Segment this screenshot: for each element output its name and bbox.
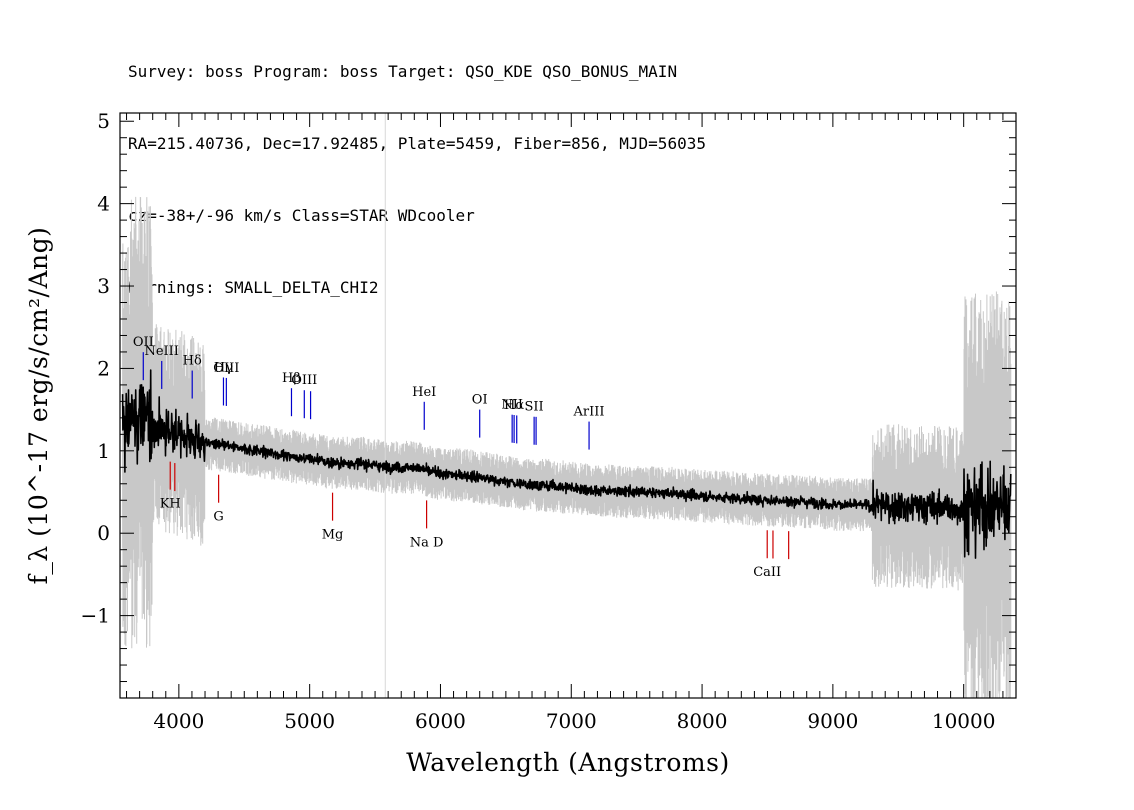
absorption-line-label: Na D [410, 535, 444, 550]
absorption-line-label: KH [160, 497, 181, 512]
y-tick-label: 0 [97, 521, 110, 545]
emission-line-label: OIII [213, 361, 239, 376]
emission-line-label: SII [525, 400, 544, 415]
x-tick-label: 5000 [284, 709, 335, 733]
emission-line-label: NeIII [144, 344, 178, 359]
x-tick-label: 8000 [677, 709, 728, 733]
y-tick-label: 1 [97, 439, 110, 463]
x-tick-label: 4000 [153, 709, 204, 733]
spectrum-line [121, 369, 1012, 559]
emission-line-label: HeI [412, 385, 436, 400]
plot-frame [119, 112, 1017, 699]
x-tick-label: 9000 [807, 709, 858, 733]
y-tick-label: 2 [97, 356, 110, 380]
emission-line-label: NII [501, 398, 523, 413]
emission-line-label: OII [133, 335, 154, 350]
y-tick-label: −1 [81, 604, 110, 628]
header-classification-line: cz=-38+/-96 km/s Class=STAR WDcooler [128, 206, 475, 225]
emission-line-label: Hβ [282, 371, 301, 386]
emission-line-label: OI [472, 393, 488, 408]
y-axis-title: f_λ (10^-17 erg/s/cm²/Ang) [24, 227, 53, 585]
emission-line-label: OIII [291, 373, 317, 388]
x-tick-label: 7000 [546, 709, 597, 733]
emission-line-label: Hδ [183, 354, 202, 369]
absorption-line-label: Mg [322, 528, 344, 543]
absorption-line-label: G [213, 510, 223, 525]
noise-band-layer [122, 113, 1012, 698]
header-survey-line: Survey: boss Program: boss Target: QSO_K… [128, 62, 678, 81]
spectrum-header: Survey: boss Program: boss Target: QSO_K… [128, 12, 706, 324]
emission-line-label: Hγ [214, 360, 233, 375]
axis-ticks-layer: 4000 5000 6000 7000 8000 9000 10000 −1 0 1 2 3 4 5 [81, 109, 1017, 733]
x-tick-label: 10000 [932, 709, 996, 733]
header-coordinates-line: RA=215.40736, Dec=17.92485, Plate=5459, … [128, 134, 706, 153]
emission-line-label: ArIII [573, 405, 605, 420]
x-axis-title: Wavelength (Angstroms) [406, 748, 729, 777]
y-tick-label: 5 [97, 109, 110, 133]
y-tick-label: 4 [97, 192, 110, 216]
y-tick-label: 3 [97, 274, 110, 298]
spectrum-layer [121, 369, 1012, 559]
x-tick-label: 6000 [415, 709, 466, 733]
emission-line-label: Hα [504, 398, 524, 413]
absorption-line-label: CaII [753, 565, 781, 580]
